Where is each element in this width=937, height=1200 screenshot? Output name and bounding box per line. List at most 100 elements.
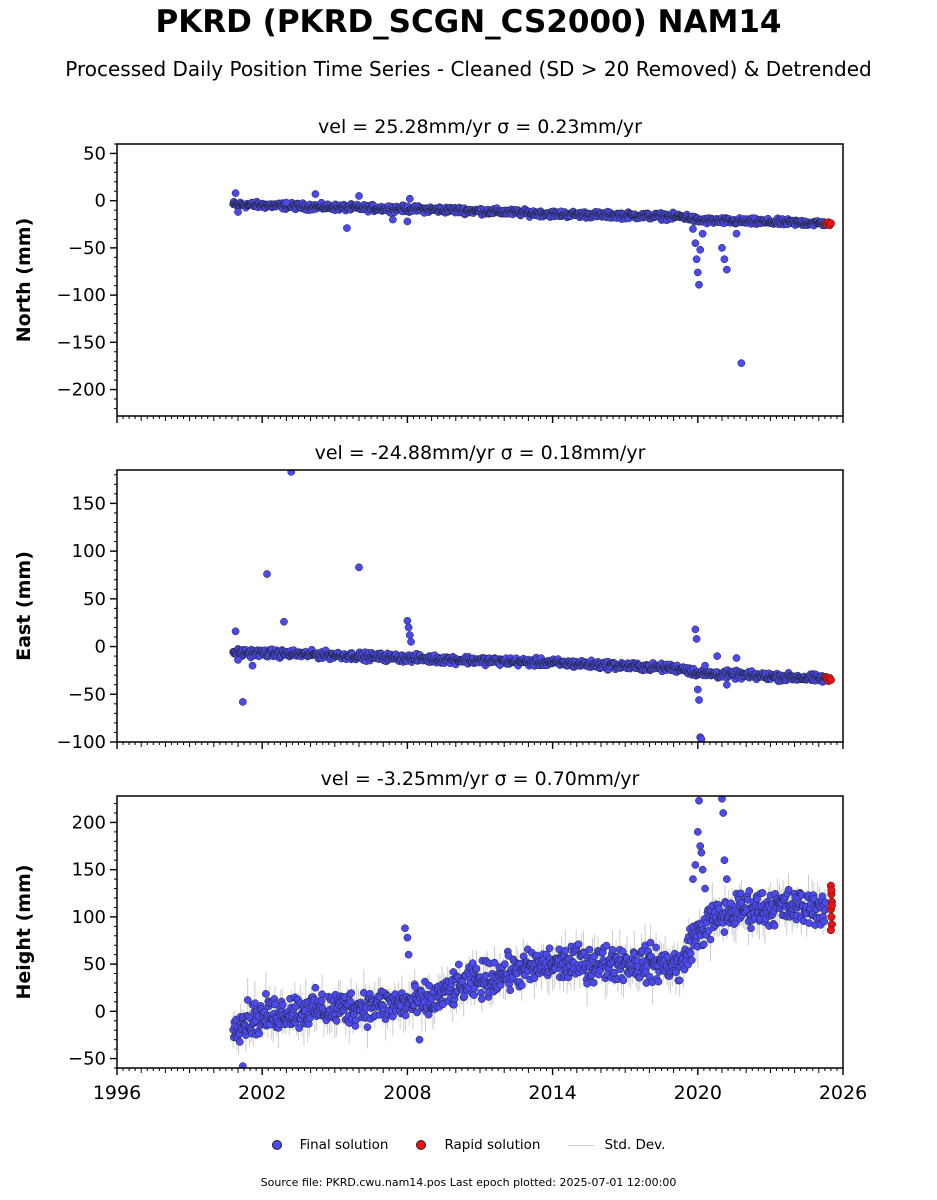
final-point [389, 215, 397, 224]
plot-area [229, 470, 835, 742]
final-point [363, 1023, 372, 1032]
y-tick-label: 0 [95, 191, 106, 212]
final-point [602, 941, 611, 950]
final-point [282, 198, 291, 207]
final-point [234, 656, 242, 664]
plot-area [229, 189, 835, 367]
final-point [311, 190, 320, 198]
final-point [545, 944, 554, 953]
final-point [343, 224, 351, 232]
final-point [238, 1062, 247, 1068]
final-point [722, 680, 731, 689]
final-point [280, 617, 288, 626]
final-point [720, 856, 729, 865]
final-point [646, 938, 655, 947]
y-axis-label: North (mm) [13, 218, 35, 343]
rapid-point [826, 675, 835, 685]
legend-rapid-label: Rapid solution [444, 1137, 541, 1153]
final-point [695, 796, 703, 805]
axes-frame [116, 469, 844, 743]
final-point [590, 952, 599, 961]
legend-std-label: Std. Dev. [604, 1137, 666, 1153]
final-point [404, 623, 413, 632]
y-tick-label: 150 [72, 860, 106, 881]
final-point [295, 1024, 303, 1032]
final-point [693, 828, 702, 836]
final-point [585, 945, 594, 954]
final-point [701, 661, 709, 670]
final-point [608, 945, 617, 954]
final-solution-points [229, 470, 830, 742]
rapid-point [827, 901, 836, 910]
y-tick-label: 50 [83, 589, 106, 610]
final-point [506, 986, 515, 995]
rapid-point [826, 219, 835, 228]
final-point [481, 971, 490, 980]
y-tick-label: −50 [68, 684, 106, 705]
final-point [415, 1035, 424, 1044]
y-tick-label: 100 [72, 907, 106, 928]
final-point [654, 977, 663, 986]
final-point [697, 735, 706, 742]
legend-final-label: Final solution [299, 1137, 389, 1153]
final-point [231, 189, 240, 197]
y-tick-label: −50 [68, 238, 106, 259]
x-tick-label: 2002 [238, 1082, 286, 1104]
y-axis-label: Height (mm) [13, 864, 35, 999]
panel-east: 150 100 50 0 −50 −100 vel = -24.88mm/yr σ = 0.… [13, 442, 844, 753]
final-point [574, 940, 583, 949]
y-tick-label: −100 [57, 732, 106, 753]
final-point [271, 1000, 279, 1009]
final-point [784, 885, 793, 894]
final-point [248, 661, 257, 670]
chart-subtitle: Processed Daily Position Time Series - C… [65, 57, 872, 81]
rapid-marker-icon [416, 1140, 427, 1150]
final-point [692, 255, 701, 264]
final-point [460, 992, 469, 1001]
final-point [355, 192, 363, 200]
legend: Final solution Rapid solution Std. Dev. [0, 1137, 937, 1153]
final-point [697, 848, 706, 857]
final-point [720, 928, 729, 936]
legend-std: Std. Dev. [568, 1137, 665, 1153]
final-point [698, 865, 707, 874]
final-point [238, 698, 247, 706]
y-tick-label: 200 [72, 812, 106, 833]
final-point [347, 989, 355, 997]
plot-area [229, 796, 836, 1068]
final-point [695, 696, 703, 704]
y-tick-label: 50 [83, 143, 106, 164]
final-point [317, 997, 326, 1005]
final-point [405, 631, 414, 639]
panel-title: vel = 25.28mm/yr σ = 0.23mm/yr [318, 116, 642, 138]
final-point [732, 654, 741, 662]
final-solution-points [229, 189, 830, 367]
final-point [696, 245, 705, 254]
final-point [745, 887, 754, 895]
chart-title: PKRD (PKRD_SCGN_CS2000) NAM14 [155, 4, 782, 40]
y-tick-label: −50 [68, 1049, 106, 1070]
final-point [287, 470, 296, 476]
final-point [687, 956, 696, 965]
final-point [278, 1000, 287, 1009]
final-point [261, 990, 270, 998]
final-point [470, 991, 478, 1000]
final-point [255, 1029, 264, 1038]
x-tick-label: 2026 [819, 1082, 867, 1104]
final-point [720, 255, 729, 264]
final-point [403, 933, 412, 942]
y-tick-label: 100 [72, 541, 106, 562]
final-point [355, 563, 363, 572]
final-point [235, 1038, 244, 1046]
final-point [675, 976, 684, 985]
final-point [530, 974, 539, 983]
final-point [737, 359, 746, 367]
y-axis-label: East (mm) [13, 551, 35, 661]
final-point [686, 949, 695, 958]
y-tick-label: 50 [83, 954, 106, 975]
panel-height: 200 150 100 50 0 −50 1996 2002 2008 2014 2020 2026 v… [13, 768, 867, 1104]
axes-frame [116, 143, 844, 417]
legend-final: Final solution [271, 1137, 389, 1153]
final-point [404, 950, 413, 959]
final-point [405, 194, 414, 203]
